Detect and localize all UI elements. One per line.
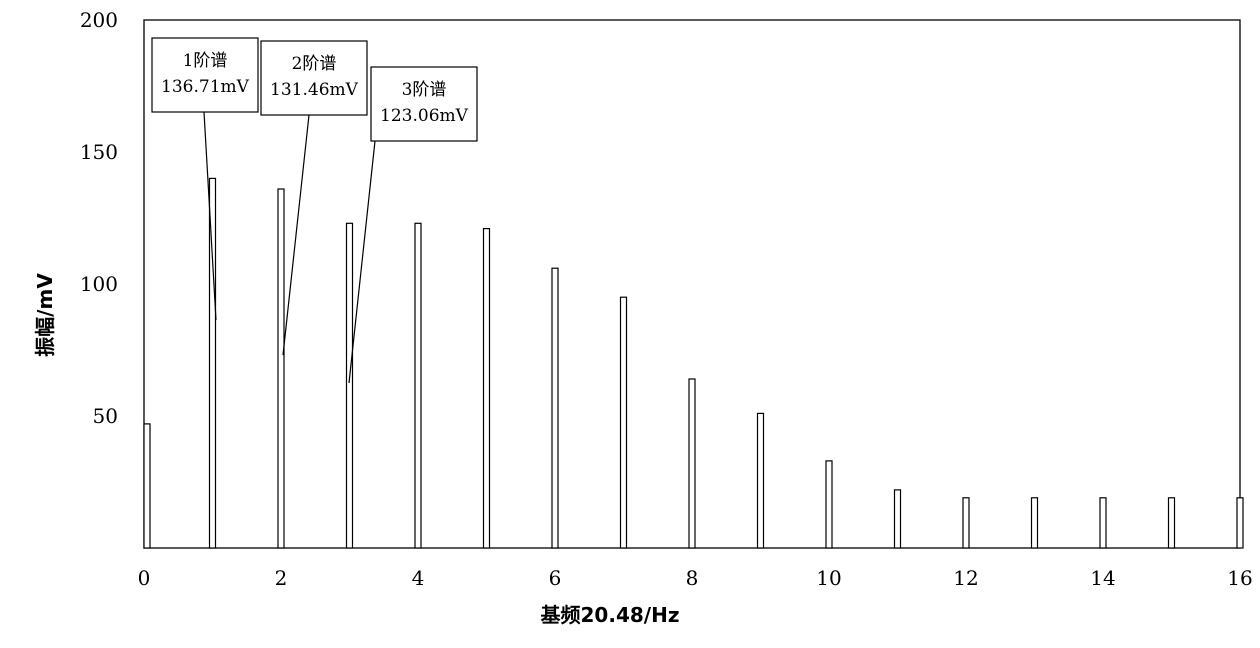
callout-leader-line bbox=[282, 114, 310, 356]
bar-harmonic-14 bbox=[1099, 497, 1107, 549]
bar-harmonic-10 bbox=[825, 460, 833, 549]
bar-harmonic-1 bbox=[208, 177, 217, 549]
bar-harmonic-12 bbox=[962, 497, 970, 549]
x-tick-labels-group: 0 2 4 6 8 10 12 14 16 bbox=[138, 566, 1253, 590]
bar-harmonic-15 bbox=[1167, 497, 1176, 549]
x-tick-label: 4 bbox=[412, 566, 425, 590]
x-axis-label: 基频20.48/Hz bbox=[541, 603, 680, 627]
callout-box-harmonic-1: 1阶谱 136.71mV bbox=[151, 37, 259, 113]
bar-harmonic-13 bbox=[1030, 497, 1039, 549]
x-tick-label: 16 bbox=[1227, 566, 1252, 590]
bar-harmonic-3 bbox=[345, 222, 354, 549]
bar-harmonic-6 bbox=[551, 267, 559, 549]
x-tick-label: 10 bbox=[816, 566, 841, 590]
y-tick-label: 100 bbox=[80, 272, 118, 296]
x-tick-label: 12 bbox=[953, 566, 978, 590]
callout-frame bbox=[370, 66, 478, 142]
x-tick-label: 6 bbox=[549, 566, 562, 590]
callout-title: 3阶谱 bbox=[402, 80, 447, 100]
callouts-group: 1阶谱 136.71mV 2阶谱 131.46mV 3阶谱 123.06mV bbox=[151, 37, 478, 142]
callout-value: 123.06mV bbox=[380, 106, 469, 126]
bar-harmonic-8 bbox=[688, 378, 696, 549]
bar-harmonic-0 bbox=[143, 423, 151, 549]
callout-leader-line bbox=[203, 111, 217, 321]
bar-harmonic-7 bbox=[619, 296, 628, 549]
callout-leaders-group bbox=[203, 111, 376, 384]
bar-harmonic-16 bbox=[1236, 497, 1244, 549]
bar-harmonic-9 bbox=[756, 412, 765, 549]
callout-box-harmonic-2: 2阶谱 131.46mV bbox=[260, 40, 368, 116]
callout-frame bbox=[260, 40, 368, 116]
callout-leader-line bbox=[348, 140, 376, 384]
y-tick-label: 150 bbox=[80, 140, 118, 164]
y-tick-labels-group: 50 100 150 200 bbox=[80, 8, 118, 428]
x-tick-label: 14 bbox=[1090, 566, 1115, 590]
y-tick-label: 200 bbox=[80, 8, 118, 32]
y-tick-label: 50 bbox=[93, 404, 118, 428]
x-tick-label: 2 bbox=[275, 566, 288, 590]
x-tick-label: 8 bbox=[686, 566, 699, 590]
y-axis-label: 振幅/mV bbox=[33, 273, 57, 357]
callout-title: 2阶谱 bbox=[292, 54, 337, 74]
bar-harmonic-4 bbox=[414, 222, 422, 549]
bar-harmonic-2 bbox=[277, 188, 285, 549]
bar-harmonic-11 bbox=[893, 489, 902, 549]
callout-title: 1阶谱 bbox=[183, 51, 228, 71]
callout-box-harmonic-3: 3阶谱 123.06mV bbox=[370, 66, 478, 142]
callout-value: 136.71mV bbox=[161, 77, 250, 97]
x-tick-label: 0 bbox=[138, 566, 151, 590]
bar-harmonic-5 bbox=[482, 228, 491, 549]
callout-frame bbox=[151, 37, 259, 113]
bars-group bbox=[143, 177, 1244, 549]
callout-value: 131.46mV bbox=[270, 80, 359, 100]
